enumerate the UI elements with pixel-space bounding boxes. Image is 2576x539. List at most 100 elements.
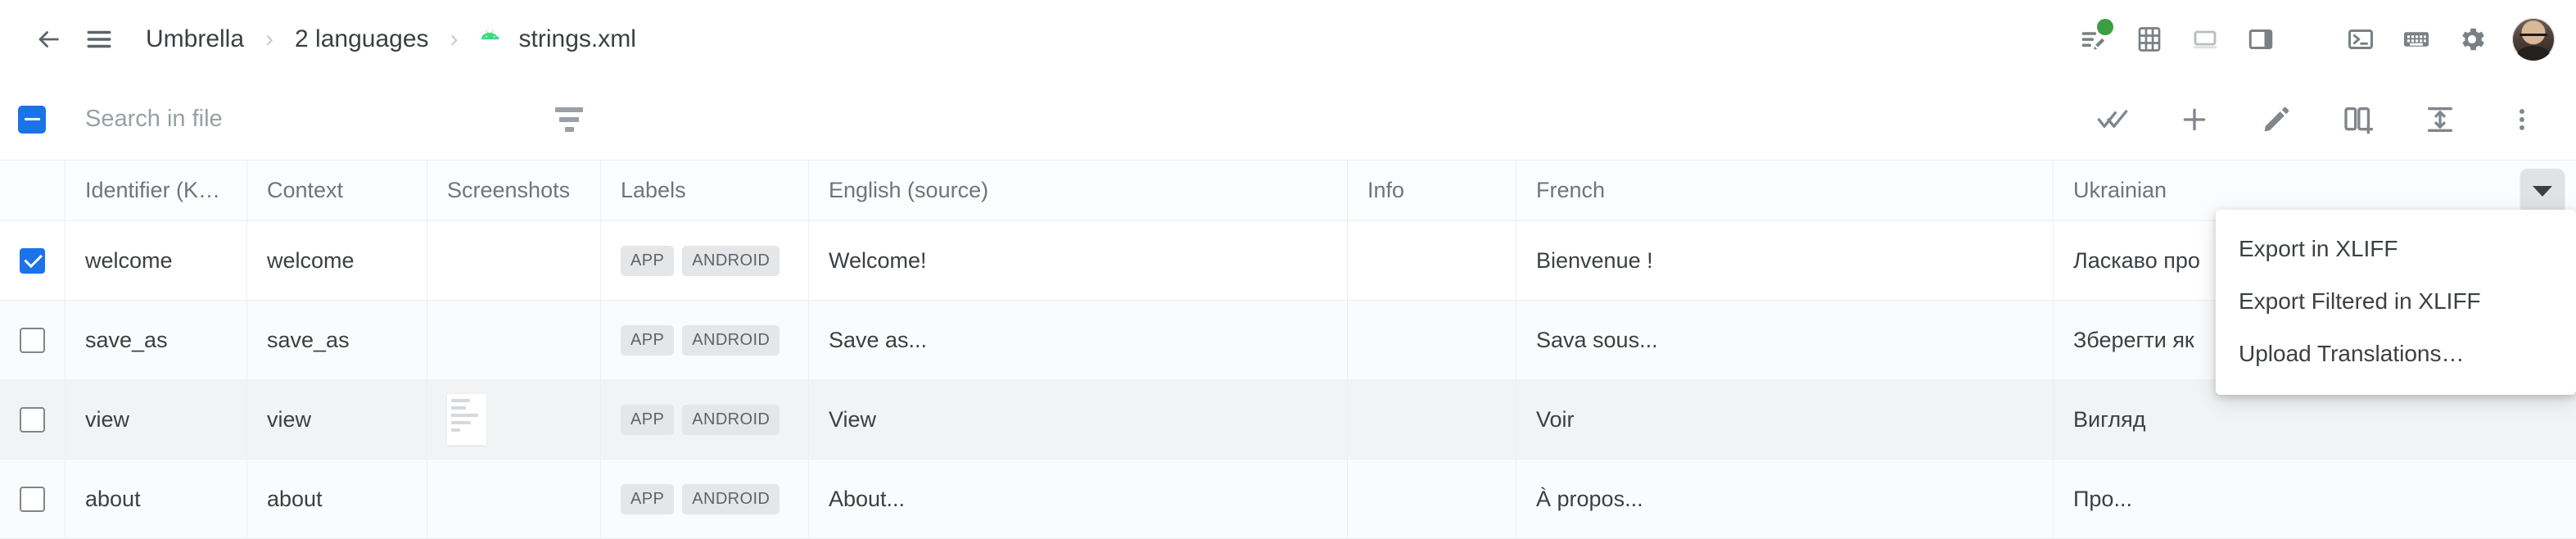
column-header-ukrainian[interactable]: Ukrainian: [2073, 178, 2167, 202]
column-header-info[interactable]: Info: [1348, 161, 1516, 220]
column-header-context[interactable]: Context: [247, 161, 427, 220]
cell-ukrainian[interactable]: Зберегти як: [2073, 327, 2194, 352]
row-height-icon: [2428, 106, 2452, 132]
cell-info[interactable]: [1348, 301, 1516, 379]
indeterminate-dash-icon: [24, 118, 40, 120]
cell-identifier[interactable]: about: [66, 460, 247, 538]
cell-screenshot[interactable]: [427, 460, 601, 538]
row-checkbox[interactable]: [20, 486, 45, 512]
more-options-icon: [2520, 108, 2524, 130]
label-chip[interactable]: APP: [621, 404, 675, 435]
row-height-button[interactable]: [2420, 100, 2460, 139]
row-select-cell[interactable]: [0, 380, 66, 459]
cell-identifier[interactable]: welcome: [66, 221, 247, 300]
user-avatar[interactable]: [2512, 18, 2555, 61]
row-select-cell[interactable]: [0, 221, 66, 300]
cell-identifier[interactable]: save_as: [66, 301, 247, 379]
cell-info[interactable]: [1348, 221, 1516, 300]
translations-table: Identifier (K… Context Screenshots Label…: [0, 161, 2576, 539]
chevron-down-icon: [2533, 185, 2552, 197]
edit-lines-button[interactable]: [2072, 17, 2116, 61]
keyboard-shortcuts-button[interactable]: [2394, 17, 2438, 61]
cell-screenshot[interactable]: [427, 221, 601, 300]
row-checkbox[interactable]: [20, 327, 45, 353]
label-chip[interactable]: ANDROID: [682, 483, 780, 514]
search-input[interactable]: [85, 106, 544, 133]
breadcrumb: Umbrella › 2 languages › strings.xml: [142, 20, 639, 58]
cell-identifier[interactable]: view: [66, 380, 247, 459]
row-checkbox[interactable]: [20, 247, 45, 274]
screen-view-button[interactable]: [2183, 17, 2227, 61]
breadcrumb-item-project[interactable]: Umbrella: [146, 25, 245, 52]
screenshot-thumbnail[interactable]: [447, 394, 486, 445]
grid-view-button[interactable]: [2127, 17, 2172, 61]
column-header-french[interactable]: French: [1516, 161, 2054, 220]
cell-english[interactable]: Welcome!: [809, 221, 1348, 300]
row-checkbox[interactable]: [20, 406, 45, 433]
cell-context[interactable]: about: [247, 460, 427, 538]
label-chip[interactable]: ANDROID: [682, 404, 780, 435]
cell-context[interactable]: welcome: [247, 221, 427, 300]
edit-lines-icon: [2081, 32, 2105, 50]
terminal-button[interactable]: [2339, 17, 2383, 61]
cell-labels[interactable]: APP ANDROID: [601, 460, 809, 538]
row-select-cell[interactable]: [0, 301, 66, 379]
label-chip[interactable]: ANDROID: [682, 324, 780, 356]
cell-english[interactable]: View: [809, 380, 1348, 459]
column-header-identifier[interactable]: Identifier (K…: [66, 161, 247, 220]
label-chips: APP ANDROID: [621, 324, 780, 356]
cell-info[interactable]: [1348, 380, 1516, 459]
split-panel-button[interactable]: [2239, 17, 2283, 61]
cell-french[interactable]: Sava sous...: [1516, 301, 2054, 379]
table-row[interactable]: save_as save_as APP ANDROID Save as... S…: [0, 301, 2576, 380]
table-row[interactable]: about about APP ANDROID About... À propo…: [0, 460, 2576, 539]
cell-french[interactable]: Voir: [1516, 380, 2054, 459]
cell-context[interactable]: save_as: [247, 301, 427, 379]
add-key-button[interactable]: [2175, 100, 2214, 139]
cell-context[interactable]: view: [247, 380, 427, 459]
menu-item-upload-translations[interactable]: Upload Translations…: [2239, 341, 2465, 366]
more-options-button[interactable]: [2502, 100, 2542, 139]
label-chip[interactable]: ANDROID: [682, 245, 780, 276]
column-header-screenshots[interactable]: Screenshots: [427, 161, 601, 220]
add-column-button[interactable]: [2339, 100, 2378, 139]
mark-all-reviewed-icon: [2097, 109, 2128, 128]
cell-ukrainian[interactable]: Вигляд: [2073, 406, 2146, 432]
cell-screenshot[interactable]: [427, 380, 601, 459]
cell-labels[interactable]: APP ANDROID: [601, 380, 809, 459]
mark-all-reviewed-button[interactable]: [2093, 100, 2132, 139]
cell-french[interactable]: Bienvenue !: [1516, 221, 2054, 300]
table-row[interactable]: welcome welcome APP ANDROID Welcome! Bie…: [0, 221, 2576, 301]
cell-english[interactable]: About...: [809, 460, 1348, 538]
label-chip[interactable]: APP: [621, 483, 675, 514]
hamburger-menu-button[interactable]: [74, 14, 124, 65]
cell-ukrainian[interactable]: Про...: [2073, 486, 2132, 511]
cell-ukrainian[interactable]: Ласкаво про: [2073, 247, 2200, 273]
select-all-checkbox[interactable]: [18, 105, 46, 134]
language-dropdown-menu: Export in XLIFF Export Filtered in XLIFF…: [2216, 210, 2576, 395]
column-header-english[interactable]: English (source): [809, 161, 1348, 220]
split-panel-icon: [2248, 29, 2273, 49]
cell-info[interactable]: [1348, 460, 1516, 538]
cell-english[interactable]: Save as...: [809, 301, 1348, 379]
ukrainian-column-menu-button[interactable]: [2520, 169, 2565, 213]
hamburger-menu-icon: [87, 30, 111, 48]
breadcrumb-item-languages[interactable]: 2 languages: [295, 25, 429, 52]
label-chip[interactable]: APP: [621, 245, 675, 276]
breadcrumb-item-file[interactable]: strings.xml: [518, 25, 636, 52]
back-button[interactable]: [23, 14, 74, 65]
row-select-cell[interactable]: [0, 460, 66, 538]
cell-labels[interactable]: APP ANDROID: [601, 221, 809, 300]
label-chip[interactable]: APP: [621, 324, 675, 356]
menu-item-export-xliff[interactable]: Export in XLIFF: [2239, 236, 2398, 261]
cell-french[interactable]: À propos...: [1516, 460, 2054, 538]
menu-item-export-filtered-xliff[interactable]: Export Filtered in XLIFF: [2239, 288, 2481, 314]
edit-button[interactable]: [2257, 100, 2296, 139]
settings-button[interactable]: [2450, 17, 2494, 61]
cell-labels[interactable]: APP ANDROID: [601, 301, 809, 379]
table-row[interactable]: view view APP ANDROID View Voir Вигляд: [0, 380, 2576, 460]
arrow-left-icon: [38, 31, 59, 48]
column-header-labels[interactable]: Labels: [601, 161, 809, 220]
filter-button[interactable]: [555, 106, 583, 132]
cell-screenshot[interactable]: [427, 301, 601, 379]
